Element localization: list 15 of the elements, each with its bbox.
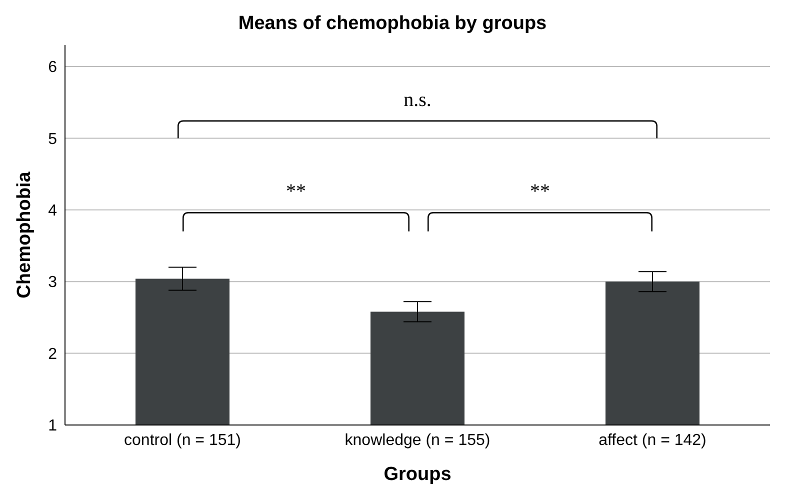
x-tick-label: knowledge (n = 155) (344, 432, 490, 449)
y-tick-label: 1 (48, 418, 58, 435)
x-tick-label: control (n = 151) (124, 432, 241, 449)
y-axis-title: Chemophobia (14, 171, 35, 298)
y-tick-label: 3 (48, 274, 58, 292)
y-tick-label: 4 (48, 202, 58, 220)
y-tick-label: 5 (48, 130, 58, 148)
y-tick-label: 6 (48, 59, 58, 76)
x-tick-label: affect (n = 142) (598, 432, 706, 449)
y-tick-label: 2 (48, 346, 58, 363)
x-axis-title: Groups (384, 464, 452, 485)
annotation: ** (530, 180, 550, 203)
annotation: n.s. (404, 88, 432, 111)
chart-title: Means of chemophobia by groups (238, 13, 547, 34)
annotation: ** (286, 180, 306, 203)
